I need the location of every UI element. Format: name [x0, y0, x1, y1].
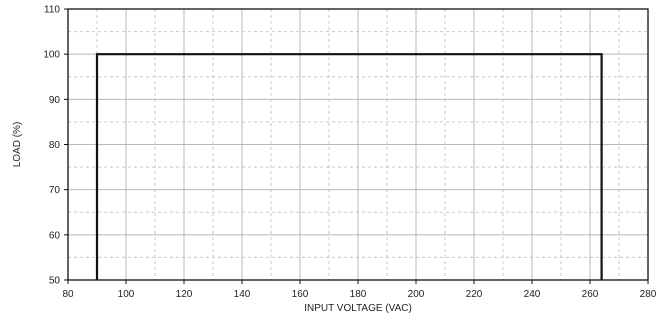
- y-tick-label: 110: [44, 5, 60, 16]
- x-tick-label: 100: [118, 289, 135, 300]
- x-tick-label: 120: [176, 289, 193, 300]
- x-tick-label: 80: [62, 289, 74, 300]
- x-axis-label: INPUT VOLTAGE (VAC): [304, 303, 412, 314]
- y-tick-label: 90: [49, 95, 61, 106]
- x-tick-label: 180: [350, 289, 367, 300]
- series-line: [95, 53, 603, 280]
- x-tick-label: 260: [582, 289, 599, 300]
- x-tick-label: 140: [234, 289, 251, 300]
- y-tick-label: 60: [49, 230, 61, 241]
- x-tick-label: 240: [524, 289, 541, 300]
- x-tick-label: 220: [466, 289, 483, 300]
- y-axis-label: LOAD (%): [12, 122, 23, 168]
- y-tick-label: 70: [49, 185, 61, 196]
- y-tick-label: 50: [49, 276, 61, 287]
- x-tick-label: 280: [640, 289, 657, 300]
- y-tick-label: 100: [43, 50, 60, 61]
- y-axis-ticks: 50 60 70 80 90 100 110: [43, 5, 68, 287]
- series-group: [95, 53, 603, 280]
- x-axis-ticks: 80 100 120 140 160 180 200 220 240 260 280: [62, 280, 657, 300]
- x-tick-label: 160: [292, 289, 309, 300]
- x-tick-label: 200: [408, 289, 425, 300]
- y-tick-label: 80: [49, 140, 61, 151]
- grid: [68, 9, 648, 280]
